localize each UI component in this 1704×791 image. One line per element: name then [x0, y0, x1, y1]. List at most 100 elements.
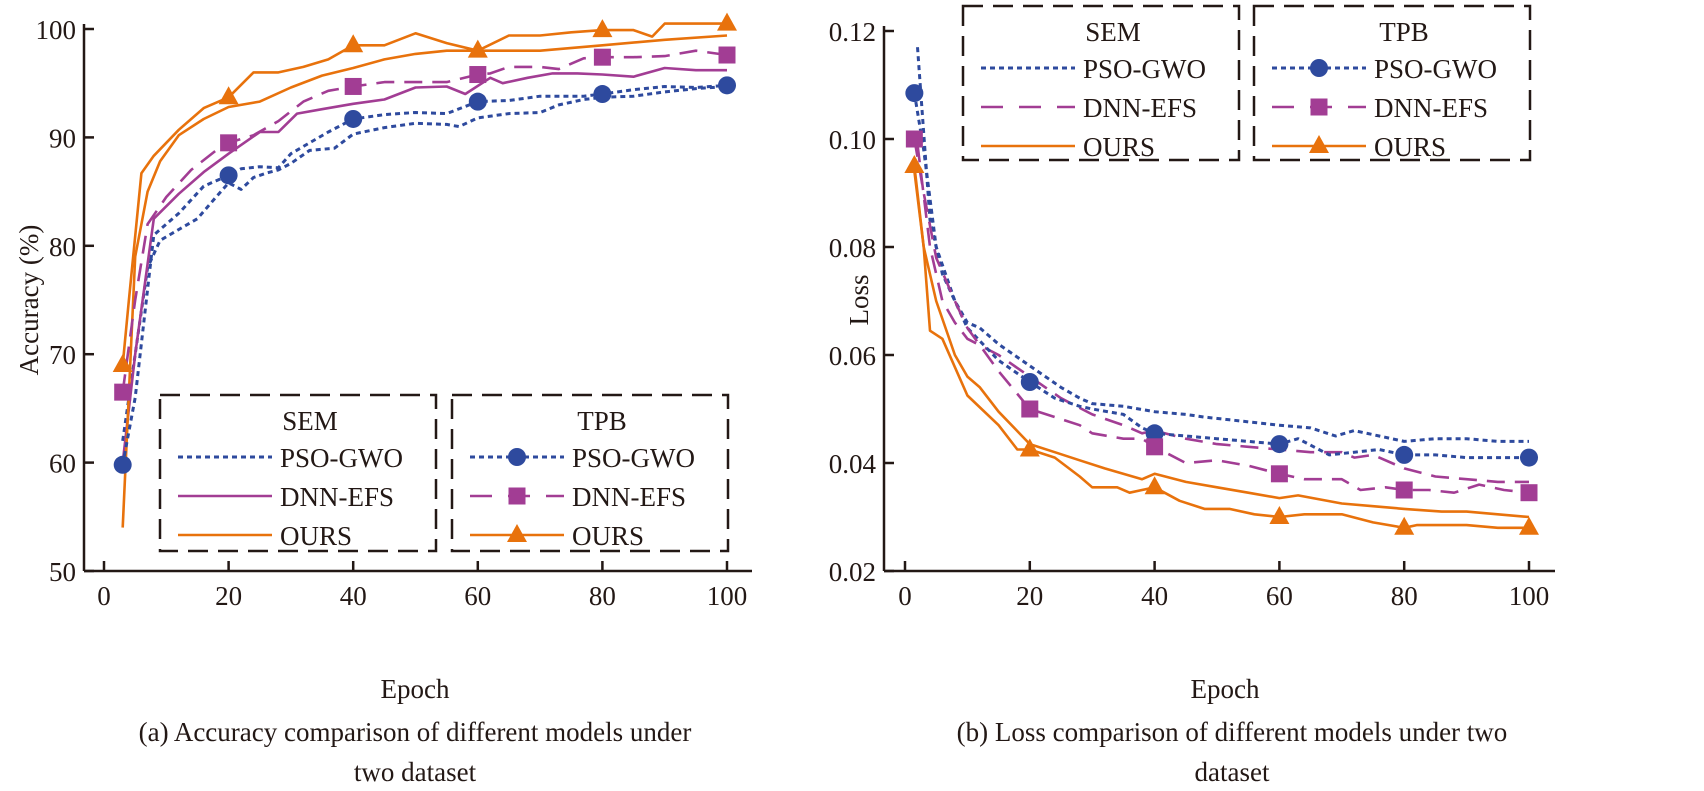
- legend-border: [961, 4, 1241, 162]
- legend-marker: [508, 487, 526, 505]
- legend-title: TPB: [577, 406, 627, 436]
- data-point-marker: [1270, 465, 1288, 483]
- legend-marker: [1310, 59, 1328, 77]
- y-tick-label: 0.04: [829, 449, 877, 479]
- legend-marker: [1310, 98, 1328, 116]
- legend-tpb: TPB PSO-GWO DNN-EFS OURS: [450, 393, 730, 553]
- legend-title: SEM: [282, 406, 338, 436]
- legend-marker: [508, 448, 526, 466]
- y-tick-label: 100: [36, 15, 77, 45]
- legend-border: [1252, 4, 1532, 162]
- loss-y-axis-label: Loss: [844, 274, 874, 325]
- legend-entry-label: DNN-EFS: [1374, 93, 1488, 123]
- y-tick-label: 0.08: [829, 233, 876, 263]
- series-line: [916, 47, 1529, 443]
- data-point-marker: [113, 455, 132, 474]
- data-point-marker: [718, 76, 736, 95]
- series-tpb-dnn-efs: [905, 130, 1538, 502]
- legend-border: [158, 393, 438, 553]
- y-tick-label: 0.12: [829, 17, 876, 47]
- data-point-marker: [1520, 484, 1538, 502]
- data-point-marker: [718, 46, 736, 64]
- data-point-marker: [592, 19, 613, 38]
- loss-caption-line1: (b) Loss comparison of different models …: [957, 717, 1508, 747]
- data-point-marker: [344, 109, 363, 128]
- series-sem-ours: [913, 171, 1530, 519]
- legend-marker: [507, 524, 527, 542]
- x-tick-label: 60: [464, 581, 491, 611]
- series-sem-pso-gwo: [916, 47, 1529, 443]
- data-point-marker: [114, 383, 132, 401]
- x-tick-label: 60: [1266, 581, 1293, 611]
- accuracy-axes: 50 60 70 80 90 100 0 20 40 60 80 100: [36, 15, 752, 611]
- legend-title: SEM: [1085, 17, 1141, 47]
- loss-chart: 0.02 0.04 0.06 0.08 0.10 0.12 0 20 40 60 80 100 Los…: [829, 4, 1555, 787]
- series-line: [121, 83, 728, 466]
- data-point-marker: [904, 155, 925, 173]
- data-point-marker: [1146, 438, 1164, 456]
- x-tick-label: 40: [340, 581, 367, 611]
- y-tick-label: 80: [49, 232, 76, 262]
- legend-entry-label: DNN-EFS: [280, 482, 394, 512]
- accuracy-x-axis-label: Epoch: [381, 674, 450, 704]
- x-tick-label: 80: [589, 581, 616, 611]
- data-point-marker: [218, 86, 239, 105]
- data-point-marker: [593, 85, 612, 104]
- accuracy-caption-line2: two dataset: [354, 757, 477, 787]
- series-line: [121, 66, 727, 463]
- data-point-marker: [717, 12, 737, 31]
- x-tick-label: 100: [707, 581, 748, 611]
- data-point-marker: [112, 354, 133, 373]
- legend-entry-label: DNN-EFS: [572, 482, 686, 512]
- x-tick-label: 100: [1509, 581, 1550, 611]
- loss-x-axis-label: Epoch: [1191, 674, 1260, 704]
- data-point-marker: [467, 39, 488, 58]
- legend-entry-label: OURS: [1374, 132, 1446, 162]
- legend-entry-label: PSO-GWO: [280, 443, 403, 473]
- series-line: [121, 22, 727, 366]
- data-point-marker: [469, 66, 487, 84]
- legend-marker: [1309, 135, 1329, 153]
- data-point-marker: [1270, 435, 1289, 454]
- x-tick-label: 20: [1016, 581, 1043, 611]
- data-point-marker: [219, 166, 238, 185]
- legend-sem: SEM PSO-GWO DNN-EFS OURS: [158, 393, 438, 553]
- data-point-marker: [1019, 438, 1040, 457]
- legend-entry-label: PSO-GWO: [1083, 54, 1206, 84]
- data-point-marker: [343, 34, 364, 53]
- series-line: [913, 171, 1530, 519]
- data-point-marker: [1394, 516, 1415, 535]
- loss-legends: SEM PSO-GWO DNN-EFS OURS TPB PSO-GWO DNN-EFS OU…: [961, 4, 1532, 162]
- data-point-marker: [1520, 448, 1538, 467]
- legend-title: TPB: [1379, 17, 1429, 47]
- legend-entry-label: OURS: [1083, 132, 1155, 162]
- series-sem-dnn-efs: [916, 144, 1529, 484]
- x-tick-label: 0: [97, 581, 111, 611]
- legend-entry-label: PSO-GWO: [1374, 54, 1497, 84]
- y-tick-label: 0.06: [829, 341, 876, 371]
- data-point-marker: [1145, 424, 1164, 443]
- legend-entry-label: OURS: [280, 521, 352, 551]
- legend-entry-label: DNN-EFS: [1083, 93, 1197, 123]
- legend-entry-label: OURS: [572, 521, 644, 551]
- series-line: [916, 144, 1529, 484]
- accuracy-y-axis-label: Accuracy (%): [14, 225, 44, 376]
- data-point-marker: [1519, 516, 1539, 535]
- data-point-marker: [593, 48, 611, 66]
- series-sem-pso-gwo: [121, 85, 728, 442]
- legend-sem: SEM PSO-GWO DNN-EFS OURS: [961, 4, 1241, 162]
- data-point-marker: [1144, 476, 1165, 495]
- series-tpb-ours: [904, 155, 1539, 535]
- data-point-marker: [1395, 445, 1414, 464]
- data-point-marker: [905, 84, 924, 103]
- series-tpb-pso-gwo: [905, 84, 1538, 467]
- series-tpb-dnn-efs: [114, 46, 736, 401]
- y-tick-label: 60: [49, 449, 76, 479]
- series-line: [121, 85, 728, 442]
- series-line: [913, 165, 1529, 530]
- series-tpb-pso-gwo: [113, 76, 736, 474]
- loss-caption-line2: dataset: [1195, 757, 1270, 787]
- y-tick-label: 0.10: [829, 125, 876, 155]
- series-line: [913, 138, 1530, 495]
